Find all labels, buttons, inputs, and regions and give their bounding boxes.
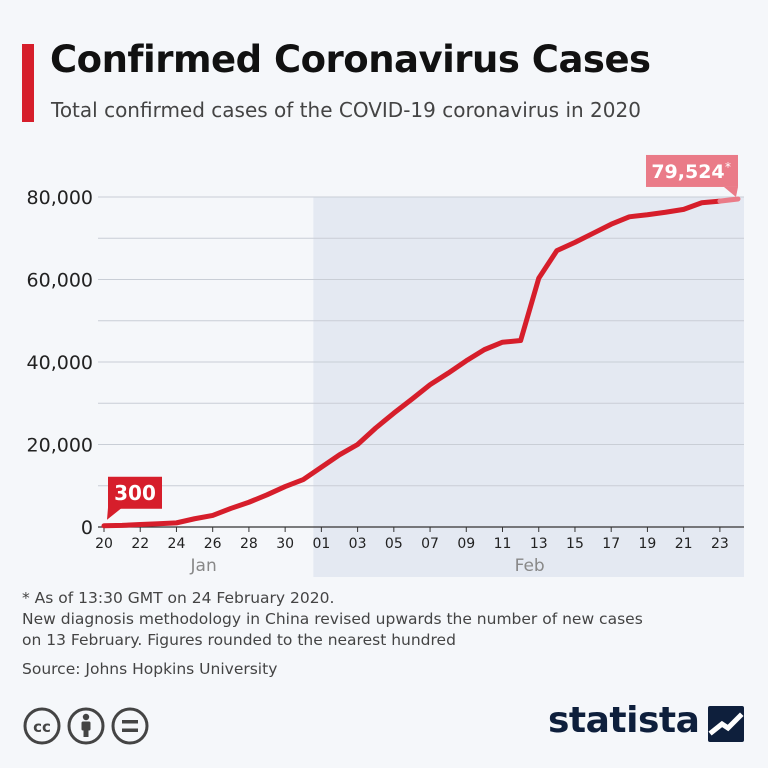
month-label: Feb [515, 556, 545, 576]
x-tick-label: 28 [240, 536, 258, 552]
x-tick-label: 23 [711, 536, 729, 552]
statista-logo-icon [708, 706, 744, 742]
chart-background [313, 197, 744, 577]
x-tick-label: 15 [566, 536, 584, 552]
callout-start-box [108, 476, 162, 509]
x-tick-label: 20 [95, 536, 113, 552]
x-tick-label: 22 [131, 536, 149, 552]
y-tick-label: 60,000 [27, 270, 93, 292]
footnote-asterisk: * As of 13:30 GMT on 24 February 2020. [22, 589, 335, 607]
series-line-preliminary [717, 196, 741, 204]
callout-end-pointer [724, 186, 738, 197]
attribution-icon[interactable] [67, 707, 105, 745]
chart-annotations: 300 79,524 * [107, 154, 738, 520]
no-derivatives-icon[interactable] [111, 707, 149, 745]
footnote-methodology-line1: New diagnosis methodology in China revis… [22, 610, 643, 628]
x-tick-label: 24 [168, 536, 186, 552]
x-tick-label: 19 [639, 536, 657, 552]
callout-end-box [646, 154, 738, 187]
svg-text:cc: cc [33, 718, 51, 736]
x-tick-label: 03 [349, 536, 367, 552]
footnote-methodology-line2: on 13 February. Figures rounded to the n… [22, 631, 456, 649]
source-text: Source: Johns Hopkins University [22, 660, 278, 678]
y-tick-label: 40,000 [27, 352, 93, 374]
chart-axes: 0 20,000 40,000 60,000 80,000 20 22 24 26 28 30 01 0… [27, 187, 744, 576]
y-tick-label: 0 [81, 517, 93, 539]
x-tick-label: 17 [602, 536, 620, 552]
line-chart: 0 20,000 40,000 60,000 80,000 20 22 24 26 28 30 01 0… [27, 154, 744, 577]
callout-end-label: 79,524 [651, 161, 724, 183]
chart-gridlines [98, 196, 744, 487]
callout-start: 300 [107, 476, 162, 520]
x-tick-label: 21 [675, 536, 693, 552]
y-tick-label: 80,000 [27, 187, 93, 209]
x-tick-label: 26 [204, 536, 222, 552]
title-accent-bar [22, 44, 34, 122]
month-label: Jan [190, 556, 217, 576]
footnotes: * As of 13:30 GMT on 24 February 2020. N… [22, 588, 742, 680]
x-tick-label: 05 [385, 536, 403, 552]
series-line [101, 198, 723, 529]
x-tick-label: 07 [421, 536, 439, 552]
license-icons: cc [23, 707, 149, 745]
x-tick-label: 01 [312, 536, 330, 552]
x-tick-label: 09 [457, 536, 475, 552]
page-subtitle: Total confirmed cases of the COVID-19 co… [51, 98, 641, 122]
x-tick-label: 13 [530, 536, 548, 552]
callout-start-label: 300 [114, 481, 156, 505]
x-tick-label: 30 [276, 536, 294, 552]
feb-highlight-region [313, 197, 744, 577]
x-tick-label: 11 [494, 536, 512, 552]
callout-end: 79,524 * [646, 154, 738, 197]
callout-start-pointer [107, 507, 122, 520]
statista-wordmark: statista [548, 700, 700, 741]
callout-end-asterisk: * [725, 160, 731, 174]
cc-icon[interactable]: cc [23, 707, 61, 745]
y-tick-label: 20,000 [27, 435, 93, 457]
page-title: Confirmed Coronavirus Cases [50, 38, 651, 81]
chart-series [101, 196, 741, 529]
